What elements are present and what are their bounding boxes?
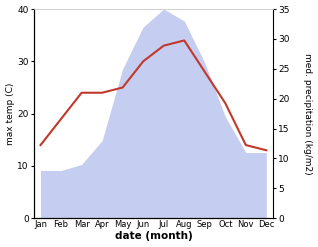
Y-axis label: med. precipitation (kg/m2): med. precipitation (kg/m2) xyxy=(303,53,313,174)
Y-axis label: max temp (C): max temp (C) xyxy=(5,82,15,145)
X-axis label: date (month): date (month) xyxy=(114,231,192,242)
